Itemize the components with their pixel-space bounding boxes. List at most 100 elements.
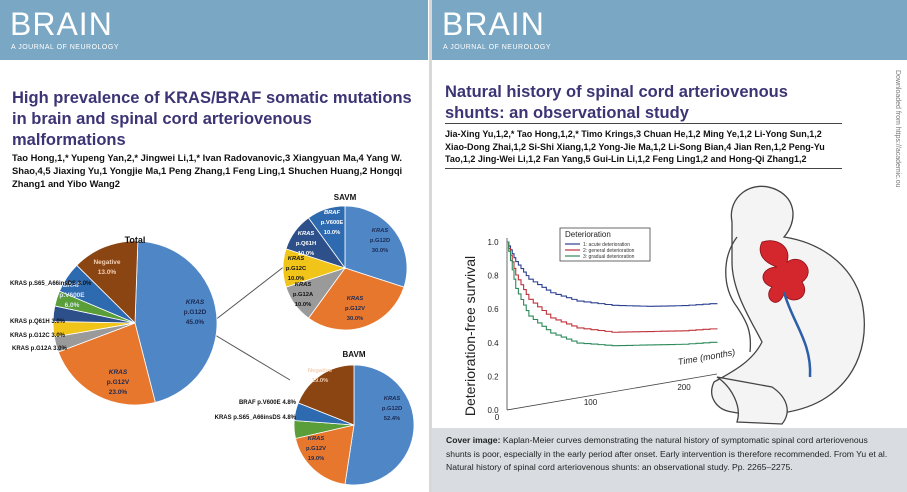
- bavm-label-neg-0: Negative: [308, 368, 333, 374]
- pie-title-savm: SAVM: [334, 193, 357, 202]
- savm-label-g12d-0: KRAS: [372, 228, 389, 234]
- legend-entry-1: 1: acute deterioration: [583, 242, 630, 248]
- cover-figure: 0.0 0.2 0.4 0.6 0.8 1.0 0 100 200 Deterioration-f…: [462, 185, 865, 425]
- savm-label-g12a-2: 10.0%: [295, 302, 311, 308]
- savm-label-g12v-2: 30.0%: [347, 316, 363, 322]
- savm-label-g12c-2: 10.0%: [288, 276, 304, 282]
- bavm-label-g12v-0: KRAS: [308, 436, 325, 442]
- savm-label-g12c-0: KRAS: [288, 256, 305, 262]
- x-tick-label-2: 200: [677, 383, 691, 392]
- pie-label-g12d-0: KRAS: [186, 299, 205, 306]
- author-list: Jia-Xing Yu,1,2,* Tao Hong,1,2,* Timo Kr…: [445, 129, 825, 164]
- journal-logo: BRAIN: [442, 6, 545, 42]
- savm-label-g12d-2: 30.0%: [372, 248, 388, 254]
- download-note: Downloaded from https://academic.ou: [894, 70, 901, 188]
- y-tick-label-5: 1.0: [487, 238, 499, 247]
- connector-line-top: [209, 261, 291, 325]
- y-tick-label-3: 0.6: [487, 305, 499, 314]
- savm-label-g12a-0: KRAS: [295, 282, 312, 288]
- pie-slice-braf-p-v600e: [307, 205, 346, 270]
- journal-subtitle: A JOURNAL OF NEUROLOGY: [11, 44, 119, 51]
- savm-label-braf-1: p.V600E: [321, 220, 344, 226]
- panel-divider: [429, 0, 432, 492]
- caption-lead: Cover image:: [446, 435, 501, 445]
- pie-title-total: Total: [125, 235, 146, 245]
- savm-label-g12c-1: p.G12C: [286, 266, 307, 272]
- journal-banner: BRAIN A JOURNAL OF NEUROLOGY: [0, 0, 428, 60]
- spinal-vessel-illustration: [782, 291, 812, 378]
- savm-label-g12v-1: p.G12V: [345, 306, 365, 312]
- pie-label-neg-1: 13.0%: [98, 269, 117, 276]
- savm-label-braf-2: 10.0%: [324, 230, 340, 236]
- y-tick-label-4: 0.8: [487, 272, 499, 281]
- y-tick-label-1: 0.2: [487, 372, 499, 381]
- authors-rule: [445, 168, 842, 169]
- pie-savm: SAVM KRAS p.G12D 30.0% KRAS p.G12V 30.0% KRAS p.…: [282, 193, 408, 331]
- legend-entry-3: 3: gradual deterioration: [583, 254, 635, 260]
- title-rule: [445, 123, 842, 124]
- pie-slice-kras-p-g12d: [134, 240, 218, 403]
- legend-title: Deterioration: [565, 230, 611, 239]
- figure-feet: [716, 376, 788, 425]
- pie-slice-kras-p-g12d: [344, 205, 408, 288]
- km-chart: 0.0 0.2 0.4 0.6 0.8 1.0 0 100 200 Deterioration-f…: [462, 238, 736, 422]
- pie-total: Total KRAS p.G12D 45.0% KRAS p.G12V 23.0% Negat…: [10, 235, 218, 406]
- bavm-label-braf: BRAF p.V600E 4.8%: [239, 400, 297, 406]
- x-tick-label-1: 100: [584, 398, 598, 407]
- pie-charts-figure: Total KRAS p.G12D 45.0% KRAS p.G12V 23.0% Negat…: [10, 193, 415, 486]
- pie-bavm: BAVM KRAS p.G12D 52.4% KRAS p.G12V 19.0% Negati…: [215, 350, 415, 486]
- x-axis: [506, 373, 718, 411]
- pie-slice-kras-p-g12d: [344, 364, 415, 486]
- km-legend: Deterioration 1: acute deterioration 2: …: [559, 227, 651, 262]
- km-series-line-1: [507, 241, 718, 307]
- bavm-label-g12d-1: p.G12D: [382, 406, 402, 412]
- pie-label-g12v-1: p.G12V: [107, 379, 130, 386]
- pie-label-g12v-0: KRAS: [109, 369, 128, 376]
- y-tick-label-2: 0.4: [487, 339, 499, 348]
- y-tick-label-0: 0.0: [487, 406, 499, 415]
- pie-label-braf-2: 6.0%: [65, 302, 80, 309]
- savm-label-q61-1: p.Q61H: [296, 241, 316, 247]
- bavm-label-g12v-1: p.G12V: [306, 446, 326, 452]
- connector-line-bottom: [209, 331, 291, 381]
- pie-title-bavm: BAVM: [343, 350, 366, 359]
- bavm-label-g12d-2: 52.4%: [384, 416, 400, 422]
- pie-label-q61: KRAS p.Q61H 3.0%: [10, 319, 66, 325]
- pie-label-s65: KRAS p.S65_A66insDS 3.0%: [10, 281, 92, 287]
- article-title: Natural history of spinal cord arteriove…: [445, 83, 788, 122]
- savm-label-q61-2: 10.0%: [298, 251, 314, 257]
- journal-subtitle: A JOURNAL OF NEUROLOGY: [443, 44, 551, 51]
- y-axis-label: Deterioration-free survival: [462, 256, 478, 416]
- pie-slice-negative: [297, 364, 355, 426]
- savm-label-q61-0: KRAS: [298, 231, 315, 237]
- pie-slice-kras-p-g12v: [295, 424, 355, 485]
- pie-slice-negative: [76, 240, 139, 324]
- left-article-panel: BRAIN A JOURNAL OF NEUROLOGY High preval…: [0, 0, 428, 492]
- bavm-label-s65: KRAS p.S65_A66insDS 4.8%: [215, 415, 297, 421]
- caption-text: Kaplan-Meier curves demonstrating the na…: [446, 435, 888, 472]
- x-tick-label-0: 0: [495, 413, 500, 422]
- figure-arm: [725, 236, 752, 353]
- savm-label-g12v-0: KRAS: [347, 296, 364, 302]
- bavm-label-g12d-0: KRAS: [384, 396, 401, 402]
- right-article-panel: BRAIN A JOURNAL OF NEUROLOGY Downloaded …: [432, 0, 907, 492]
- journal-banner: BRAIN A JOURNAL OF NEUROLOGY: [432, 0, 907, 60]
- pie-slice-kras-p-g12v: [57, 322, 156, 406]
- cover-caption: Cover image: Kaplan-Meier curves demonst…: [432, 428, 907, 492]
- pie-slice-kras-p-g12v: [307, 267, 405, 331]
- pie-label-g12d-2: 45.0%: [186, 319, 205, 326]
- pie-label-g12a: KRAS p.G12A 3.0%: [12, 346, 67, 352]
- savm-label-g12d-1: p.G12D: [370, 238, 390, 244]
- savm-label-g12a-1: p.G12A: [293, 292, 314, 298]
- legend-entry-2: 2: general deterioration: [583, 248, 635, 254]
- journal-logo: BRAIN: [10, 6, 113, 42]
- bavm-label-neg-1: 19.0%: [312, 378, 328, 384]
- pie-label-g12v-2: 23.0%: [109, 389, 128, 396]
- x-axis-label: Time (months): [677, 347, 736, 367]
- km-series-line-3: [507, 241, 718, 347]
- article-title: High prevalence of KRAS/BRAF somatic mut…: [12, 89, 412, 149]
- savm-label-braf-0: BRAF: [324, 210, 341, 216]
- pie-label-g12d-1: p.G12D: [184, 309, 207, 316]
- pie-label-neg-0: Negative: [93, 259, 120, 266]
- pie-label-braf-1: p.V600E: [59, 292, 85, 299]
